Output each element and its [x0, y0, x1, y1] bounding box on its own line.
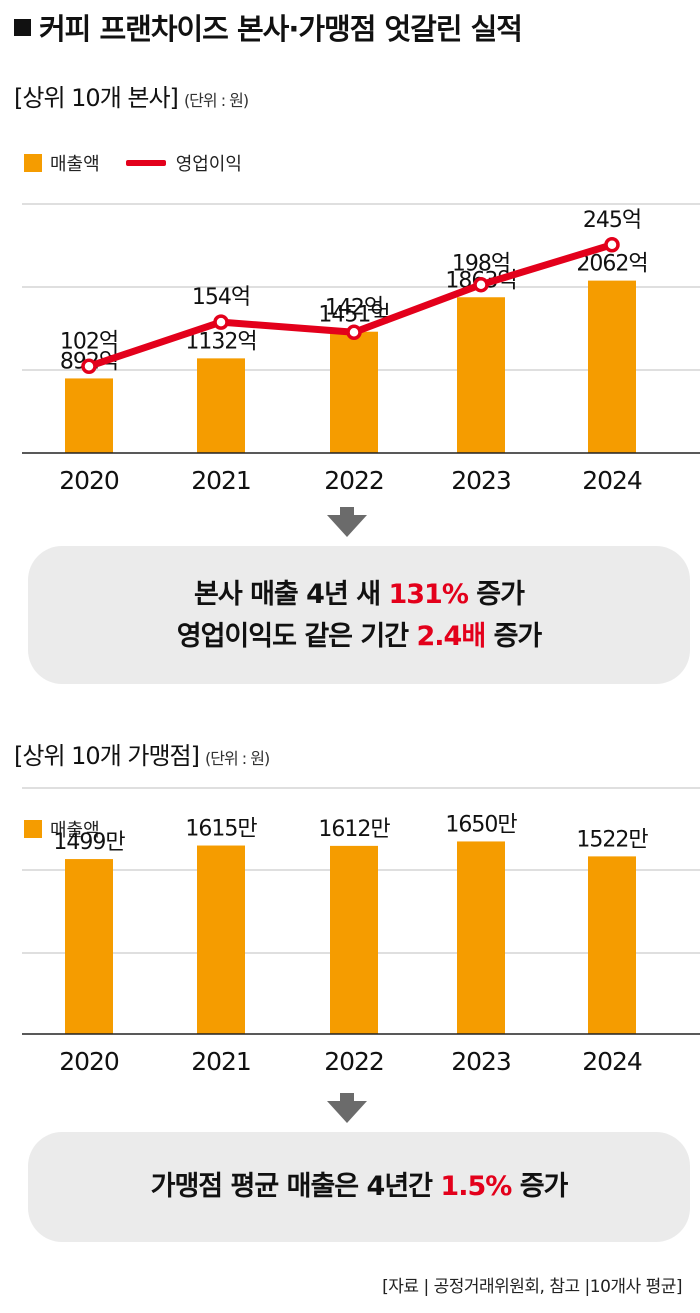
bar-revenue-2023 [457, 841, 505, 1034]
summary1-l2c: 증가 [485, 621, 543, 652]
x-tick-2022: 2022 [324, 466, 384, 495]
legend-bar-label: 매출액 [50, 154, 100, 175]
bar-label-2024: 1522만 [576, 827, 648, 852]
bar-revenue-2022 [330, 845, 378, 1034]
x-tick-2021: 2021 [191, 1047, 251, 1076]
arrow1-stem [340, 507, 354, 515]
legend-bar-swatch [24, 154, 42, 172]
bar-label-2023: 1650만 [445, 812, 517, 837]
bar-label-2021: 1615만 [185, 817, 257, 842]
legend2-bar-label: 매출액 [50, 820, 100, 841]
section2-legend: 매출액 [24, 816, 100, 842]
section1-legend: 매출액 영업이익 [24, 150, 242, 176]
summary1-l2a: 영업이익도 같은 기간 [176, 621, 417, 652]
legend-line-swatch [125, 160, 166, 166]
summary1-l2b: 2.4배 [416, 621, 487, 652]
bar-revenue-2021 [197, 358, 245, 453]
x-tick-2022: 2022 [324, 1047, 384, 1076]
down-arrow-icon [327, 515, 367, 537]
bar-revenue-2022 [330, 331, 378, 453]
x-tick-2020: 2020 [59, 1047, 119, 1076]
bar-revenue-2023 [457, 297, 505, 453]
hq-chart: 892억1132억1451억1863억2062억2020202120222023… [22, 203, 700, 495]
summary1-l1c: 증가 [467, 579, 525, 610]
bar-revenue-2021 [197, 845, 245, 1034]
bar-label-2020: 1499만 [53, 830, 125, 855]
section2-unit: (단위 : 원) [205, 749, 270, 768]
down-arrow-icon [327, 1101, 367, 1123]
summary1-line2: 영업이익도 같은 기간 2.4배 증가 [28, 616, 690, 658]
x-tick-2023: 2023 [451, 1047, 511, 1076]
section1-title: [상위 10개 본사] (단위 : 원) [14, 78, 249, 113]
section2-title: [상위 10개 가맹점] (단위 : 원) [14, 736, 270, 771]
legend-line-label: 영업이익 [175, 154, 242, 175]
summary1-l1b: 131% [388, 579, 468, 610]
line-label-2021: 154억 [192, 285, 250, 310]
summary1-line1: 본사 매출 4년 새 131% 증가 [28, 574, 690, 616]
franchise-chart: 1499만 1615만 1612만 1650만 1522만 2020 2021 2022 202… [22, 787, 700, 1076]
summary2-line1: 가맹점 평균 매출은 4년간 1.5% 증가 [28, 1132, 690, 1242]
point-operating-profit-2021 [213, 314, 229, 330]
arrow2-stem [340, 1093, 354, 1101]
source-note: [자료 | 공정거래위원회, 참고 |10개사 평균] [382, 1277, 682, 1297]
section1-unit: (단위 : 원) [183, 91, 249, 110]
line-label-2023: 198억 [452, 252, 510, 277]
x-tick-2024: 2024 [582, 466, 642, 495]
summary1-l1a: 본사 매출 4년 새 [194, 579, 389, 610]
line-label-2024: 245억 [583, 208, 641, 233]
summary2-l1b: 1.5% [440, 1171, 512, 1202]
point-operating-profit-2020 [81, 358, 97, 375]
x-tick-2024: 2024 [582, 1047, 642, 1076]
legend2-bar-swatch [24, 820, 42, 838]
line-label-2022: 142억 [325, 295, 383, 320]
summary1-box: 본사 매출 4년 새 131% 증가 영업이익도 같은 기간 2.4배 증가 [28, 546, 690, 684]
summary2-l1a: 가맹점 평균 매출은 4년간 [150, 1171, 441, 1202]
bar-label-2024: 2062억 [576, 252, 647, 277]
x-tick-2021: 2021 [191, 466, 251, 495]
main-title-text: 커피 프랜차이즈 본사·가맹점 엇갈린 실적 [39, 12, 523, 46]
x-tick-2023: 2023 [451, 466, 511, 495]
bar-revenue-2020 [65, 378, 113, 453]
summary2-box: 가맹점 평균 매출은 4년간 1.5% 증가 [28, 1132, 690, 1242]
point-operating-profit-2024 [604, 237, 620, 253]
bar-revenue-2020 [65, 859, 113, 1034]
bar-label-2022: 1612만 [318, 817, 390, 842]
bar-revenue-2024 [588, 280, 636, 453]
point-operating-profit-2023 [473, 276, 489, 293]
line-label-2020: 102억 [60, 329, 118, 354]
point-operating-profit-2022 [346, 324, 362, 341]
bar-revenue-2024 [588, 856, 636, 1034]
x-tick-2020: 2020 [59, 466, 119, 495]
section1-title-text: [상위 10개 본사] [14, 84, 179, 112]
summary2-l1c: 증가 [511, 1171, 569, 1202]
main-title: 커피 프랜차이즈 본사·가맹점 엇갈린 실적 [14, 6, 523, 48]
bullet-square-icon [14, 19, 31, 36]
section2-title-text: [상위 10개 가맹점] [14, 742, 200, 770]
